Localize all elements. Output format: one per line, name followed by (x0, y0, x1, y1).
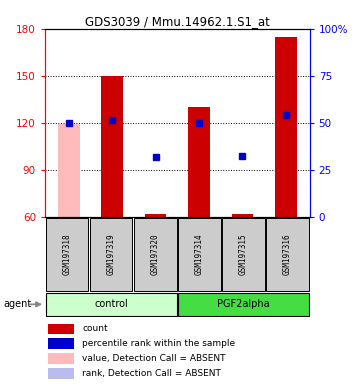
Bar (46, 218, 88, 291)
Bar (266, 218, 309, 291)
Bar (178, 293, 309, 316)
Bar (48, 353, 74, 364)
Text: PGF2alpha: PGF2alpha (217, 299, 270, 310)
Bar (48, 323, 74, 334)
Bar (145, 214, 166, 217)
Bar (46, 293, 176, 316)
Bar (48, 338, 74, 349)
Bar (134, 218, 176, 291)
Text: rank, Detection Call = ABSENT: rank, Detection Call = ABSENT (82, 369, 221, 378)
Bar (58, 124, 80, 217)
Bar (178, 218, 221, 291)
Text: control: control (94, 299, 128, 310)
Bar (275, 36, 297, 217)
Bar (222, 218, 265, 291)
Bar (90, 218, 132, 291)
Text: agent: agent (4, 299, 32, 310)
Text: GSM197319: GSM197319 (107, 233, 116, 275)
Bar (188, 107, 210, 217)
Bar (48, 368, 74, 379)
Bar (102, 76, 123, 217)
Text: GSM197318: GSM197318 (63, 233, 72, 275)
Text: GSM197314: GSM197314 (195, 233, 204, 275)
Text: count: count (82, 324, 108, 333)
Bar (231, 214, 253, 217)
Text: GSM197315: GSM197315 (239, 233, 248, 275)
Title: GDS3039 / Mmu.14962.1.S1_at: GDS3039 / Mmu.14962.1.S1_at (85, 15, 270, 28)
Text: GSM197320: GSM197320 (151, 233, 160, 275)
Text: percentile rank within the sample: percentile rank within the sample (82, 339, 235, 348)
Text: value, Detection Call = ABSENT: value, Detection Call = ABSENT (82, 354, 226, 363)
Text: GSM197316: GSM197316 (283, 233, 292, 275)
